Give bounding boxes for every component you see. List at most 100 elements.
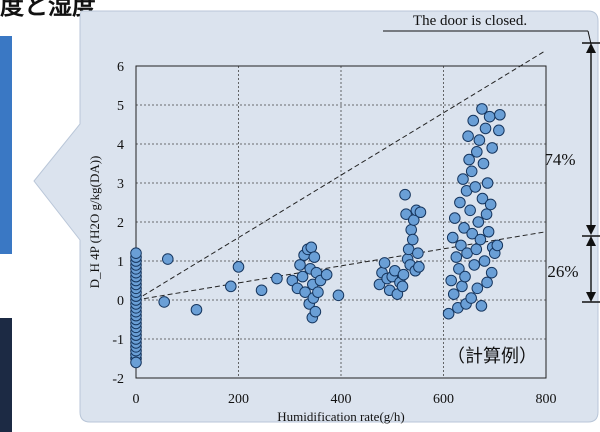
data-point xyxy=(158,296,170,308)
data-point xyxy=(478,255,491,267)
data-point xyxy=(130,247,142,259)
x-tick-label: 600 xyxy=(433,392,454,407)
data-point xyxy=(406,233,419,246)
x-axis-label: Humidification rate(g/h) xyxy=(277,409,404,424)
data-point xyxy=(471,282,484,295)
data-point xyxy=(494,108,506,121)
data-point xyxy=(405,224,418,236)
left-accent-bar-dark xyxy=(0,318,12,432)
data-point xyxy=(477,157,490,170)
data-point xyxy=(457,173,469,185)
data-point xyxy=(161,253,174,265)
trend-line xyxy=(135,49,547,301)
upper-arrow xyxy=(582,42,600,235)
x-axis-ticks: 0 200 400 600 800 xyxy=(133,392,557,407)
x-tick-label: 0 xyxy=(133,392,140,407)
data-point xyxy=(396,280,409,293)
calculation-example-label: （計算例） xyxy=(447,346,537,367)
y-tick-label: 2 xyxy=(117,216,124,231)
y-tick-label: 6 xyxy=(117,60,124,75)
data-point xyxy=(469,181,482,193)
data-point xyxy=(455,239,467,252)
y-tick-label: -1 xyxy=(112,333,124,348)
data-point xyxy=(232,261,245,273)
data-point xyxy=(308,251,321,263)
data-point xyxy=(225,280,237,293)
data-point xyxy=(445,274,457,287)
data-point xyxy=(456,280,468,293)
data-point xyxy=(471,146,483,158)
data-point xyxy=(413,261,425,273)
data-point xyxy=(465,165,478,178)
data-point xyxy=(462,130,474,142)
data-point xyxy=(470,243,483,256)
data-point xyxy=(448,212,461,224)
y-tick-label: 5 xyxy=(117,99,124,114)
data-point xyxy=(453,263,465,275)
left-accent-bar-blue xyxy=(0,36,12,254)
data-point xyxy=(476,192,489,205)
data-point xyxy=(294,259,306,271)
data-point xyxy=(481,177,494,189)
data-point xyxy=(486,142,498,154)
data-point xyxy=(491,239,504,252)
data-point xyxy=(454,196,466,209)
data-point xyxy=(447,288,460,300)
data-points xyxy=(130,103,506,369)
y-tick-label: 0 xyxy=(117,294,124,309)
data-point xyxy=(271,272,283,285)
data-point xyxy=(493,124,505,137)
data-point xyxy=(466,227,479,240)
plot-area xyxy=(135,65,547,379)
data-point xyxy=(468,259,481,271)
data-point xyxy=(480,208,493,220)
data-point xyxy=(473,134,486,146)
data-point xyxy=(309,305,322,318)
data-point xyxy=(467,114,480,127)
y-tick-label: 4 xyxy=(117,138,124,153)
data-point xyxy=(476,103,488,115)
y-tick-label: 1 xyxy=(117,255,124,270)
data-point xyxy=(312,286,324,299)
data-point xyxy=(484,198,497,211)
data-point xyxy=(446,231,459,244)
door-label-leader xyxy=(587,30,592,45)
x-tick-label: 200 xyxy=(228,392,249,407)
lower-percent-label: 26% xyxy=(547,262,578,281)
data-point xyxy=(472,216,485,228)
data-point xyxy=(397,268,410,281)
data-point xyxy=(320,268,333,281)
data-point xyxy=(465,292,477,304)
data-point xyxy=(442,307,455,320)
x-tick-label: 800 xyxy=(536,392,557,407)
data-point xyxy=(475,300,488,312)
data-point xyxy=(299,286,311,299)
data-point xyxy=(378,257,391,269)
data-point xyxy=(400,208,412,220)
data-point xyxy=(399,188,411,201)
y-axis-ticks: -2 -1 0 1 2 3 4 5 6 xyxy=(112,60,124,387)
callout-panel xyxy=(33,10,599,423)
data-point xyxy=(255,284,268,297)
lower-arrow xyxy=(582,235,600,303)
x-tick-label: 400 xyxy=(331,392,352,407)
data-point xyxy=(412,247,424,259)
upper-percent-label: 74% xyxy=(544,150,575,169)
data-point xyxy=(190,303,203,316)
data-point xyxy=(332,289,345,302)
data-point xyxy=(474,233,487,246)
data-point xyxy=(458,222,470,234)
data-point xyxy=(373,278,386,291)
data-point xyxy=(296,270,309,283)
data-point xyxy=(463,153,475,166)
data-point xyxy=(481,276,493,289)
data-point xyxy=(414,206,427,219)
data-point xyxy=(483,110,496,123)
data-point xyxy=(450,251,463,263)
y-tick-label: 3 xyxy=(117,177,124,192)
data-point xyxy=(482,225,495,238)
y-axis-label: D_H 4P (H2O g/kg(DA)) xyxy=(87,156,102,289)
data-point xyxy=(305,241,318,254)
